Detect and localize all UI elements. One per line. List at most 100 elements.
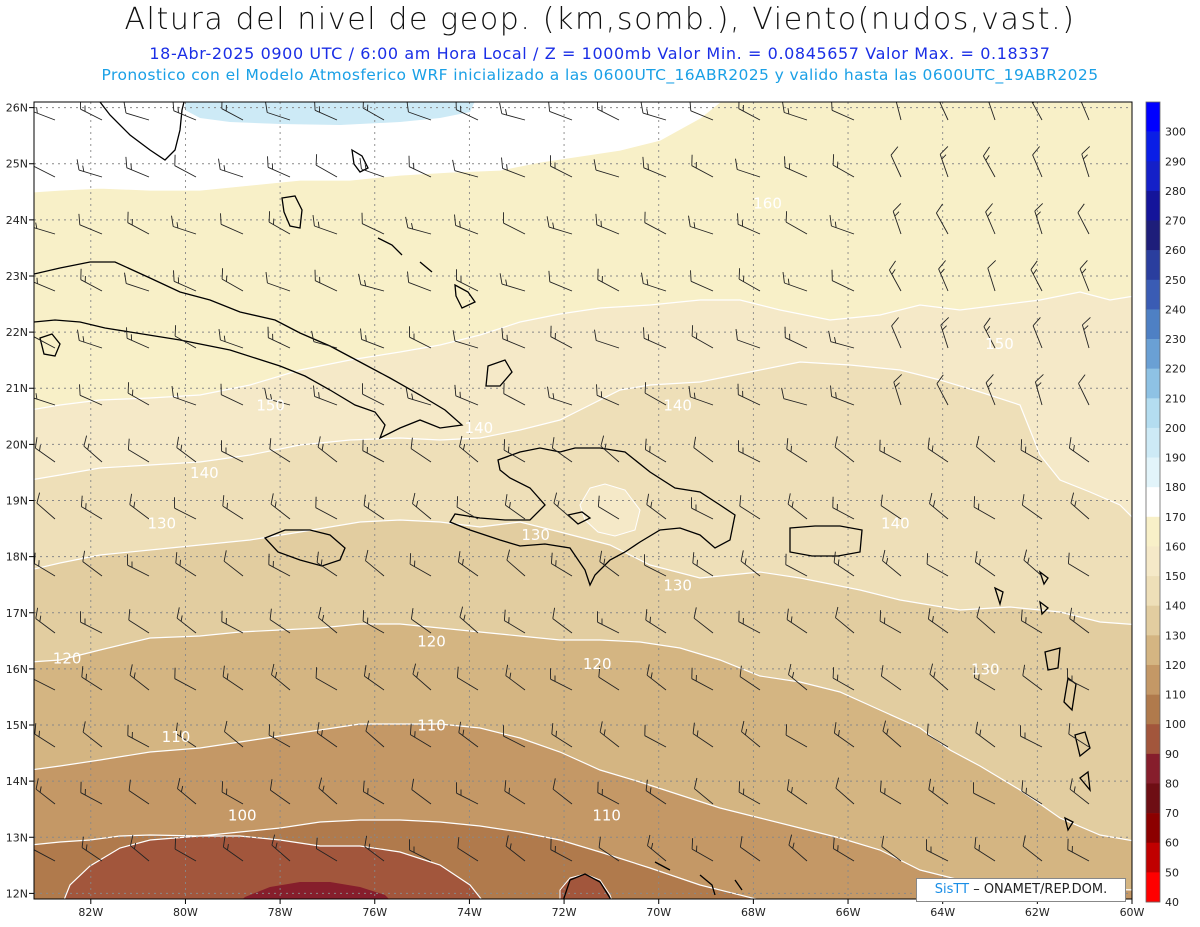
wind-barb bbox=[34, 552, 56, 577]
wind-barb bbox=[456, 269, 479, 292]
jamaica-coast bbox=[263, 529, 346, 567]
wind-barb bbox=[692, 552, 714, 577]
wind-barb bbox=[318, 777, 338, 805]
wind-barb bbox=[895, 102, 902, 121]
wind-barb bbox=[315, 154, 338, 178]
wind-barb bbox=[645, 609, 667, 634]
wind-barb bbox=[1069, 607, 1090, 634]
colorbar-cell bbox=[1146, 279, 1160, 310]
colorbar-cell bbox=[1146, 872, 1160, 903]
wind-barb bbox=[976, 435, 996, 463]
wind-barb bbox=[645, 779, 667, 805]
wind-barb bbox=[503, 725, 526, 748]
wind-barb bbox=[503, 439, 526, 463]
contour-label: 140 bbox=[663, 397, 692, 415]
wind-barb bbox=[171, 386, 197, 406]
wind-barb bbox=[316, 722, 338, 748]
lat-label: 13N bbox=[6, 831, 28, 844]
wind-barb bbox=[224, 720, 244, 748]
wind-barb bbox=[547, 386, 573, 406]
venezuela-coast bbox=[562, 861, 743, 899]
colorbar-cell bbox=[1146, 339, 1160, 369]
wind-barb bbox=[691, 154, 714, 178]
wind-barb bbox=[599, 721, 620, 748]
lat-label: 12N bbox=[6, 887, 28, 900]
colorbar-cell bbox=[1146, 131, 1160, 162]
wind-barb bbox=[738, 268, 761, 292]
wind-barb bbox=[174, 154, 197, 178]
wind-barb bbox=[504, 780, 526, 805]
colorbar-label: 150 bbox=[1165, 570, 1186, 583]
colorbar-cell bbox=[1146, 457, 1160, 488]
wind-barb bbox=[456, 496, 479, 520]
colorbar-label: 260 bbox=[1165, 244, 1186, 257]
colorbar-cell bbox=[1146, 368, 1160, 399]
credit-box: SisTT – ONAMET/REP.DOM. bbox=[916, 878, 1126, 902]
wind-barb bbox=[985, 374, 996, 406]
wind-barb bbox=[936, 203, 949, 235]
wind-barb bbox=[175, 552, 197, 577]
wind-barb bbox=[362, 439, 385, 463]
lon-label: 64W bbox=[930, 906, 955, 919]
wind-barb bbox=[546, 216, 573, 235]
colorbar-label: 70 bbox=[1165, 807, 1179, 820]
wind-barb bbox=[647, 834, 667, 862]
wind-barb bbox=[926, 553, 949, 577]
wind-barb bbox=[318, 606, 338, 634]
lat-label: 18N bbox=[6, 551, 28, 564]
wind-barb bbox=[313, 385, 338, 406]
wind-barb bbox=[551, 723, 573, 748]
wind-barb bbox=[34, 723, 56, 748]
colorbar-label: 190 bbox=[1165, 452, 1186, 465]
wind-barb bbox=[738, 610, 761, 634]
contour-label: 120 bbox=[53, 649, 82, 667]
wind-barb bbox=[499, 102, 526, 121]
wind-barb bbox=[833, 551, 855, 577]
wind-barb bbox=[411, 778, 432, 805]
wind-barb bbox=[835, 606, 855, 634]
cuba-coast bbox=[34, 261, 464, 440]
wind-barb bbox=[739, 495, 761, 520]
wind-barb bbox=[735, 329, 761, 349]
lon-label: 62W bbox=[1025, 906, 1050, 919]
wind-barb bbox=[458, 721, 479, 748]
contour-label: 110 bbox=[417, 717, 446, 735]
wind-barb bbox=[691, 667, 714, 691]
wind-barb bbox=[928, 778, 949, 805]
wind-barb bbox=[35, 778, 56, 805]
wind-barb bbox=[127, 724, 150, 748]
wind-barb bbox=[1081, 146, 1091, 178]
wind-barb bbox=[596, 384, 620, 406]
band-100-se bbox=[559, 873, 612, 899]
colorbar-label: 230 bbox=[1165, 333, 1186, 346]
isla-juventud bbox=[39, 333, 61, 357]
band-110-dr bbox=[579, 483, 641, 537]
wind-barb bbox=[597, 268, 620, 292]
wind-barb bbox=[598, 666, 620, 691]
puerto-rico-coast bbox=[789, 525, 863, 557]
wind-barb bbox=[784, 156, 808, 178]
lon-label: 66W bbox=[836, 906, 861, 919]
wind-barb bbox=[973, 782, 996, 805]
wind-barb bbox=[597, 495, 620, 520]
lon-label: 72W bbox=[552, 906, 577, 919]
colorbar-label: 220 bbox=[1165, 363, 1186, 376]
wind-barb bbox=[174, 838, 197, 862]
wind-barb bbox=[127, 211, 150, 235]
colorbar-label: 280 bbox=[1165, 185, 1186, 198]
bahamas-islands bbox=[377, 237, 513, 387]
wind-barb bbox=[787, 493, 808, 520]
wind-barb bbox=[738, 440, 761, 463]
wind-barb bbox=[939, 102, 949, 121]
colorbar-cell bbox=[1146, 398, 1160, 429]
wind-barb bbox=[1020, 439, 1043, 463]
bahamas-andros bbox=[281, 195, 303, 229]
sistt-logo: SisTT bbox=[934, 882, 970, 897]
wind-barb bbox=[503, 212, 526, 235]
wind-barb bbox=[1077, 203, 1090, 235]
wind-barbs bbox=[34, 102, 1091, 862]
wind-barb bbox=[738, 781, 761, 805]
wind-barb bbox=[506, 549, 526, 577]
wind-barb bbox=[34, 160, 56, 178]
colorbar-label: 110 bbox=[1165, 689, 1186, 702]
